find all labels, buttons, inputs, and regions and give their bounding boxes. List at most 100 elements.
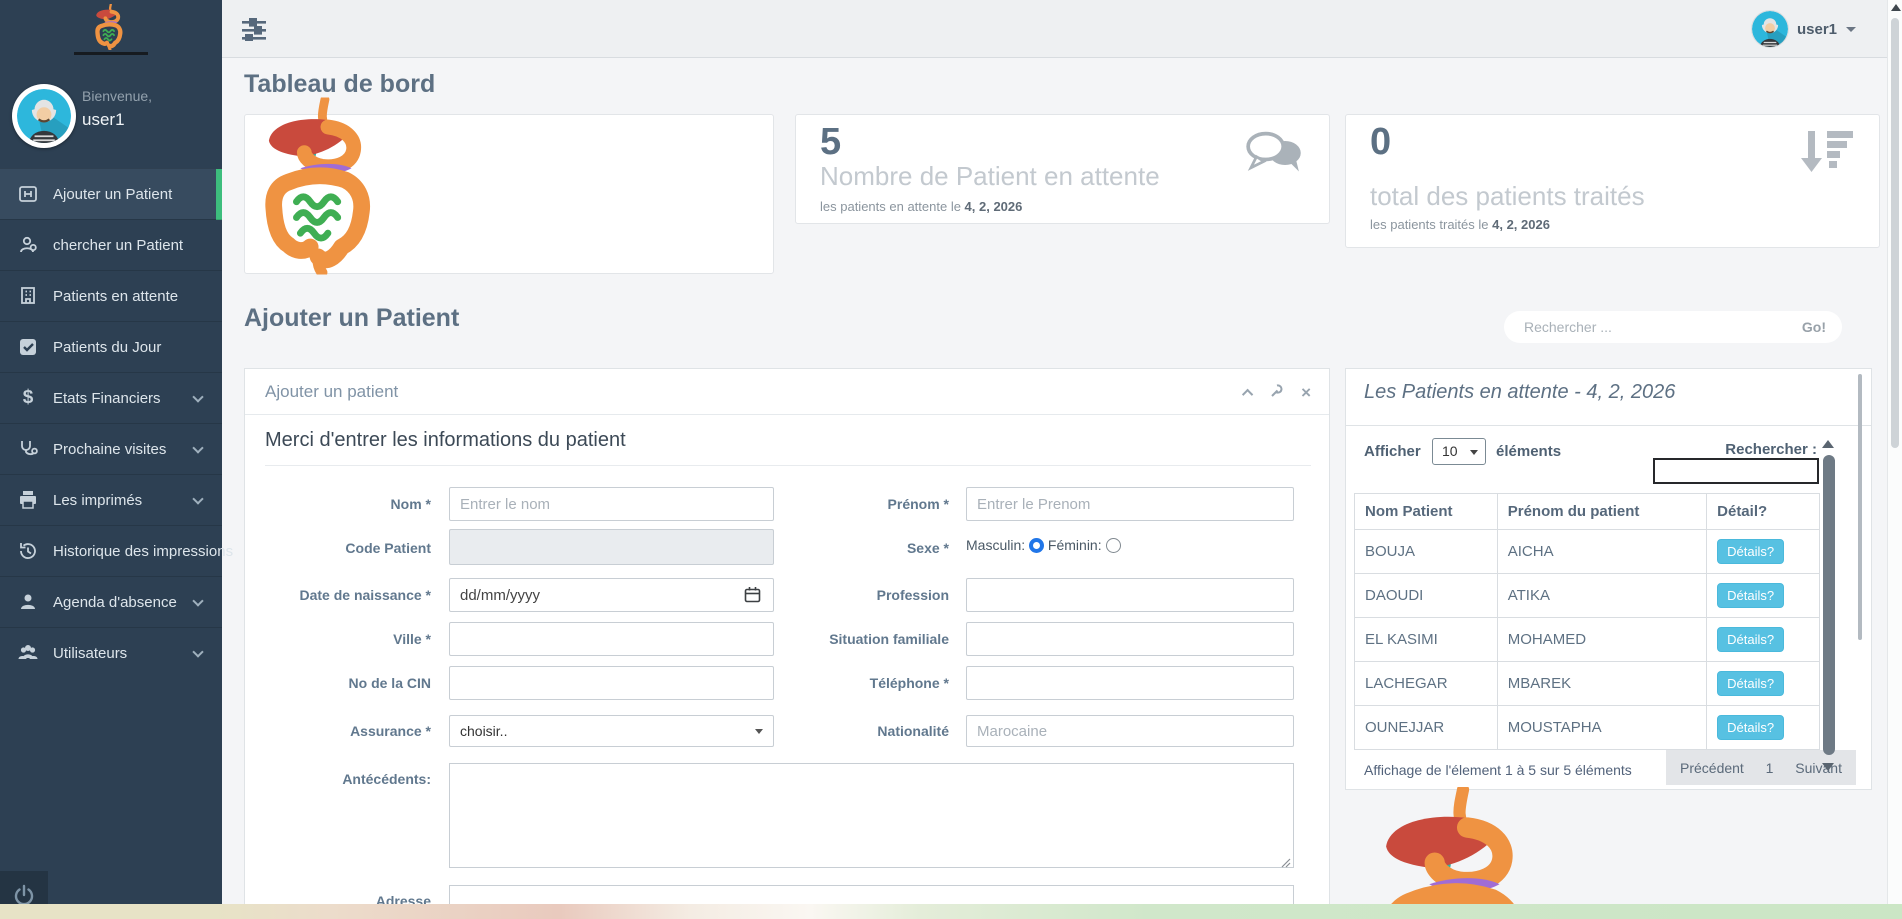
- patient-search-icon: [16, 233, 40, 257]
- panel-title: Ajouter un patient: [265, 382, 399, 401]
- scroll-down-arrow-icon[interactable]: [1822, 763, 1834, 771]
- digestive-system-illustration: [1378, 786, 1540, 919]
- telephone-field[interactable]: [966, 666, 1294, 700]
- date-naissance-field[interactable]: [449, 578, 774, 612]
- printer-icon: [16, 488, 40, 512]
- stat-value: 0: [1370, 121, 1392, 163]
- page-scrollbar[interactable]: [1887, 0, 1902, 919]
- chevron-down-icon: [192, 442, 204, 454]
- users-icon: [16, 641, 40, 665]
- details-button[interactable]: Détails?: [1717, 583, 1785, 608]
- feminin-radio[interactable]: [1105, 538, 1121, 553]
- sidebar-item-label: Les imprimés: [53, 491, 143, 509]
- antecedents-label: Antécédents:: [342, 771, 431, 787]
- panel-scrollbar-thumb[interactable]: [1823, 455, 1835, 755]
- col-detail[interactable]: Détail?: [1706, 493, 1820, 530]
- sidebar-item-ajouter-patient[interactable]: Ajouter un Patient: [0, 168, 222, 220]
- masculin-label: Masculin:: [966, 537, 1026, 553]
- assurance-select[interactable]: choisir..: [449, 715, 774, 747]
- feminin-label: Féminin:: [1047, 537, 1102, 553]
- divider: [265, 465, 1311, 466]
- details-button[interactable]: Détails?: [1717, 715, 1785, 740]
- sidebar-item-les-imprimes[interactable]: Les imprimés: [0, 474, 222, 525]
- table-header-row: Nom Patient Prénom du patient Détail?: [1354, 493, 1820, 530]
- antecedents-textarea[interactable]: [449, 763, 1294, 868]
- table-search-input[interactable]: [1653, 458, 1819, 484]
- afficher-label: Afficher: [1364, 443, 1421, 460]
- page-size-value: 10: [1442, 443, 1458, 459]
- sidebar-item-label: Patients du Jour: [53, 338, 162, 356]
- digestive-system-illustration: [263, 97, 381, 275]
- sidebar-item-label: Prochaine visites: [53, 440, 167, 458]
- chevron-down-icon: [192, 391, 204, 403]
- assurance-label: Assurance *: [350, 723, 431, 739]
- close-icon[interactable]: ×: [1301, 382, 1311, 402]
- sidebar-item-patients-du-jour[interactable]: Patients du Jour: [0, 321, 222, 372]
- pagination-page[interactable]: 1: [1765, 759, 1774, 776]
- sidebar-item-etats-financiers[interactable]: $ Etats Financiers: [0, 372, 222, 423]
- user-menu[interactable]: user1: [1752, 10, 1856, 48]
- sidebar-item-agenda-absence[interactable]: Agenda d'absence: [0, 576, 222, 627]
- top-header: user1: [222, 0, 1902, 58]
- scroll-up-arrow-icon[interactable]: [1822, 440, 1834, 448]
- ville-field[interactable]: [449, 622, 774, 656]
- nationalite-field[interactable]: [966, 715, 1294, 747]
- cin-field[interactable]: [449, 666, 774, 700]
- situation-field[interactable]: [966, 622, 1294, 656]
- prenom-field[interactable]: [966, 487, 1294, 521]
- nom-label: Nom *: [390, 496, 431, 512]
- sidebar-item-historique-impressions[interactable]: Historique des impressions: [0, 525, 233, 576]
- rechercher-label: Rechercher :: [1725, 441, 1817, 458]
- pagination-prev[interactable]: Précédent: [1680, 759, 1744, 776]
- details-button[interactable]: Détails?: [1717, 671, 1785, 696]
- divider: [1346, 425, 1871, 426]
- sexe-label: Sexe *: [906, 540, 949, 556]
- stat-sub-prefix: les patients en attente le: [820, 199, 965, 214]
- search-go-button[interactable]: Go!: [1801, 319, 1826, 335]
- sidebar-toggle-sliders-icon[interactable]: [242, 17, 268, 43]
- background-bottom-strip: [0, 904, 1902, 919]
- sidebar-menu: Ajouter un Patient chercher un Patient P…: [0, 168, 233, 678]
- sort-amount-down-icon: [1799, 129, 1855, 178]
- collapse-icon[interactable]: [1241, 388, 1254, 400]
- pagination-next[interactable]: Suivant: [1795, 759, 1842, 776]
- col-nom-patient[interactable]: Nom Patient: [1354, 493, 1498, 530]
- details-button[interactable]: Détails?: [1717, 539, 1785, 564]
- user-avatar: [1752, 11, 1788, 47]
- nom-field[interactable]: [449, 487, 774, 521]
- profession-field[interactable]: [966, 578, 1294, 612]
- sidebar-item-utilisateurs[interactable]: Utilisateurs: [0, 627, 222, 678]
- elements-label: éléments: [1496, 443, 1562, 460]
- chevron-down-icon: [1470, 450, 1478, 455]
- form-heading: Merci d'entrer les informations du patie…: [265, 429, 626, 451]
- scroll-up-arrow-icon[interactable]: [1891, 4, 1901, 11]
- table-row: DAOUDI ATIKA Détails?: [1354, 573, 1820, 618]
- ville-label: Ville *: [393, 631, 431, 647]
- stat-label: Nombre de Patient en attente: [820, 161, 1160, 191]
- col-prenom-patient[interactable]: Prénom du patient: [1496, 493, 1708, 530]
- logo-text-line: [74, 52, 148, 55]
- details-button[interactable]: Détails?: [1717, 627, 1785, 652]
- hospital-icon: [16, 182, 40, 206]
- date-naissance-label: Date de naissance *: [299, 587, 431, 603]
- code-patient-label: Code Patient: [345, 540, 431, 556]
- chevron-down-icon: [1846, 26, 1856, 32]
- sidebar-item-prochaine-visites[interactable]: Prochaine visites: [0, 423, 222, 474]
- masculin-radio[interactable]: [1029, 538, 1045, 553]
- active-indicator: [216, 169, 222, 220]
- stat-label: total des patients traités: [1370, 181, 1645, 211]
- sidebar-item-label: Ajouter un Patient: [53, 185, 173, 203]
- page-size-select[interactable]: 10: [1432, 438, 1486, 465]
- stat-subtext: les patients traités le 4, 2, 2026: [1370, 217, 1550, 232]
- sidebar-item-chercher-patient[interactable]: chercher un Patient: [0, 219, 222, 270]
- sidebar: Bienvenue, user1 Ajouter un Patient cher…: [0, 0, 233, 919]
- wrench-icon[interactable]: [1270, 384, 1284, 401]
- page-scrollbar-thumb[interactable]: [1891, 18, 1899, 448]
- search-input[interactable]: [1524, 311, 1774, 343]
- sidebar-item-patients-en-attente[interactable]: Patients en attente: [0, 270, 222, 321]
- patients-en-attente-panel: Les Patients en attente - 4, 2, 2026 Aff…: [1345, 368, 1872, 790]
- sidebar-item-label: Utilisateurs: [53, 644, 128, 662]
- content-scrollbar-thumb[interactable]: [1858, 374, 1862, 640]
- cell-nom: LACHEGAR: [1354, 661, 1498, 706]
